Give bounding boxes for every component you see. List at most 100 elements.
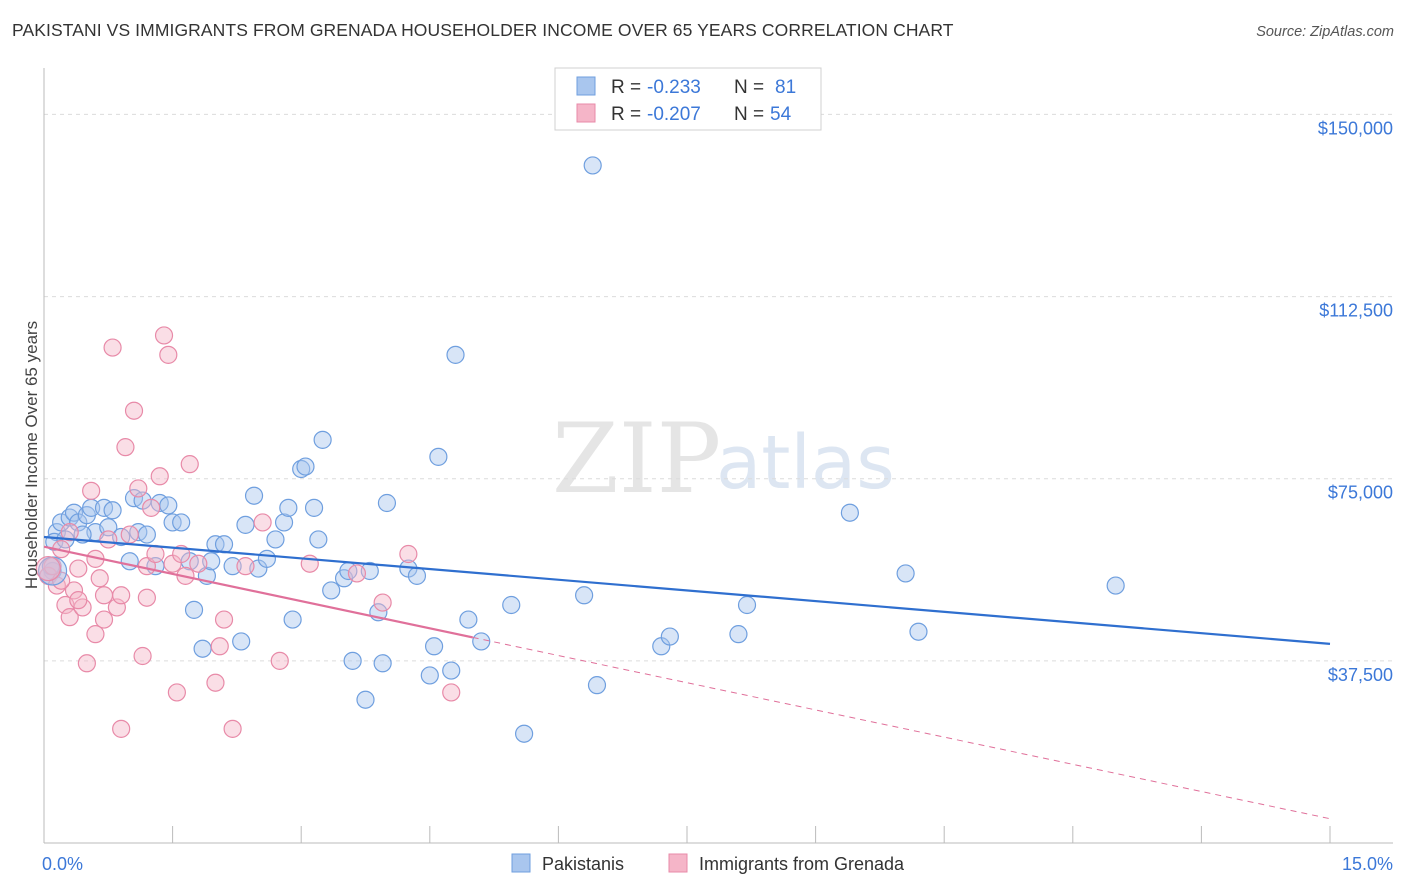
point-1-22 xyxy=(133,646,152,666)
point-0-51 xyxy=(377,493,397,513)
legend-swatch-grenada xyxy=(576,103,596,123)
bottom-legend-swatch-grenada xyxy=(668,853,688,873)
point-0-42 xyxy=(313,430,332,449)
y-tick-label-2: $112,500 xyxy=(1319,301,1393,321)
point-0-54 xyxy=(420,666,439,685)
trend-line-extension-1 xyxy=(472,636,1331,820)
point-0-16 xyxy=(137,525,156,544)
watermark: ZIP atlas xyxy=(552,403,895,515)
point-0-69 xyxy=(737,595,757,615)
point-1-30 xyxy=(167,683,186,702)
point-0-67 xyxy=(660,627,679,646)
point-0-43 xyxy=(322,581,341,600)
point-1-14 xyxy=(99,530,118,549)
legend-n-label-1: N = xyxy=(734,77,764,98)
bottom-legend: Pakistanis Immigrants from Grenada xyxy=(511,853,905,874)
point-1-27 xyxy=(154,326,174,345)
point-0-28 xyxy=(214,535,234,554)
point-0-13 xyxy=(120,552,139,571)
point-1-19 xyxy=(120,525,139,544)
point-1-15 xyxy=(103,338,122,357)
point-0-64 xyxy=(583,156,602,175)
x-tick-label-1: 15.0% xyxy=(1342,854,1393,874)
point-1-47 xyxy=(60,523,79,542)
point-0-41 xyxy=(309,530,328,549)
point-1-43 xyxy=(399,544,418,564)
source-label: Source: ZipAtlas.com xyxy=(1256,24,1394,40)
x-tick-labels: 0.0% 15.0% xyxy=(42,854,1393,874)
point-0-36 xyxy=(279,498,298,517)
axes xyxy=(43,68,1393,844)
point-1-49 xyxy=(137,588,156,607)
point-1-35 xyxy=(214,610,234,629)
point-0-73 xyxy=(1106,576,1125,595)
watermark-atlas: atlas xyxy=(716,420,895,506)
point-0-30 xyxy=(232,632,251,651)
point-1-50 xyxy=(210,637,229,656)
point-0-39 xyxy=(296,457,315,476)
point-1-39 xyxy=(270,651,289,670)
point-0-68 xyxy=(729,625,748,644)
point-0-80 xyxy=(244,486,264,505)
point-1-42 xyxy=(373,593,392,612)
point-1-37 xyxy=(236,557,255,576)
y-tick-label-1: $75,000 xyxy=(1328,483,1393,503)
point-0-40 xyxy=(304,498,324,517)
point-0-65 xyxy=(587,676,607,695)
point-0-59 xyxy=(459,610,478,629)
point-1-7 xyxy=(69,559,88,578)
point-1-53 xyxy=(94,586,114,605)
point-0-55 xyxy=(424,637,444,656)
chart-title: PAKISTANI VS IMMIGRANTS FROM GRENADA HOU… xyxy=(12,20,954,40)
trend-line-1 xyxy=(43,545,473,639)
point-1-36 xyxy=(223,719,242,738)
point-1-25 xyxy=(146,544,165,564)
point-1-10 xyxy=(82,481,101,500)
point-1-18 xyxy=(116,438,135,457)
point-0-60 xyxy=(472,632,491,651)
y-tick-label-0: $37,500 xyxy=(1328,665,1393,685)
point-0-21 xyxy=(172,513,191,532)
point-1-13 xyxy=(94,610,114,629)
point-0-50 xyxy=(373,654,392,673)
y-tick-labels: $37,500 $75,000 $112,500 $150,000 xyxy=(1318,118,1393,684)
point-0-29 xyxy=(223,557,242,576)
data-points xyxy=(35,156,1125,743)
point-1-48 xyxy=(69,591,88,610)
point-1-20 xyxy=(124,401,144,420)
watermark-zip: ZIP xyxy=(552,403,721,515)
point-1-5 xyxy=(60,608,79,627)
point-1-16 xyxy=(107,598,126,617)
point-1-33 xyxy=(189,554,208,573)
point-0-57 xyxy=(442,661,461,680)
point-1-26 xyxy=(150,467,169,486)
legend-n-label-2: N = xyxy=(734,104,764,125)
point-0-11 xyxy=(103,501,122,520)
bottom-legend-grenada: Immigrants from Grenada xyxy=(699,854,905,874)
legend-swatch-pakistanis xyxy=(576,76,596,96)
stats-legend: R = -0.233 N = 81 R = -0.207 N = 54 xyxy=(554,67,822,131)
point-0-53 xyxy=(407,566,427,585)
bottom-legend-pakistanis: Pakistanis xyxy=(542,854,624,874)
point-1-9 xyxy=(77,654,96,673)
point-1-45 xyxy=(112,719,131,738)
point-1-44 xyxy=(442,683,461,702)
point-cluster-grenada xyxy=(35,555,61,582)
point-0-56 xyxy=(429,447,448,466)
point-0-34 xyxy=(266,530,285,549)
point-1-11 xyxy=(86,625,105,644)
point-0-37 xyxy=(283,610,302,629)
point-0-63 xyxy=(575,586,594,605)
point-0-58 xyxy=(446,345,465,364)
legend-r-label-1: R = xyxy=(611,77,641,98)
trend-line-0 xyxy=(43,535,1331,645)
point-1-21 xyxy=(129,479,148,498)
point-0-24 xyxy=(193,639,212,658)
legend-r-value-1: -0.233 xyxy=(647,77,701,98)
point-0-61 xyxy=(502,595,521,615)
point-0-70 xyxy=(840,503,859,522)
point-0-19 xyxy=(159,496,178,515)
legend-n-value-2: 54 xyxy=(770,104,792,125)
gridlines xyxy=(44,113,1393,662)
point-0-47 xyxy=(356,690,375,709)
